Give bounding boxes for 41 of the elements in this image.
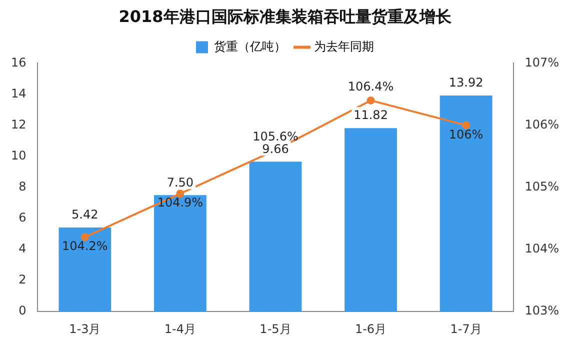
y2-tick-label: 106% <box>524 117 560 132</box>
y-tick-label: 2 <box>18 272 26 287</box>
y-tick-label: 8 <box>18 180 26 194</box>
point <box>366 96 375 104</box>
data-label: 9.66 <box>262 142 289 156</box>
data-label: 7.50 <box>166 175 194 190</box>
x-tick-label: 1-6月 <box>354 322 387 336</box>
point <box>80 233 89 242</box>
x-tick-label: 1-7月 <box>450 322 482 336</box>
y-tick-label: 16 <box>10 55 26 70</box>
data-label: 13.92 <box>448 76 484 90</box>
y2-tick-label: 104% <box>524 242 560 256</box>
y-tick-label: 10 <box>10 148 26 162</box>
data-label: 5.42 <box>72 208 98 222</box>
point <box>462 121 470 130</box>
y-tick-label: 12 <box>10 117 26 132</box>
point <box>176 190 184 198</box>
data-label: 11.82 <box>354 108 388 122</box>
bar <box>440 95 492 312</box>
bar <box>249 162 302 312</box>
data-label: 106% <box>448 127 484 142</box>
data-label: 104.2% <box>62 239 108 254</box>
y2-tick-label: 107% <box>524 55 560 70</box>
chart-title: 2018年港口国际标准集装箱吞吐量货重及增长 <box>118 6 452 26</box>
y-tick-label: 14 <box>10 86 26 100</box>
x-tick-label: 1-4月 <box>164 322 196 336</box>
x-tick-label: 1-3月 <box>69 322 101 336</box>
legend-label: 货重（亿吨） <box>214 39 286 54</box>
bar <box>58 227 112 312</box>
x-tick-label: 1-5月 <box>260 322 292 336</box>
y2-tick-label: 105% <box>524 180 560 194</box>
bar <box>344 128 397 312</box>
y-tick-label: 4 <box>18 242 26 256</box>
y2-tick-label: 103% <box>524 304 560 318</box>
bar <box>154 195 206 312</box>
data-label: 105.6% <box>252 129 298 144</box>
y-tick-label: 6 <box>18 210 26 225</box>
data-label: 106.4% <box>348 80 394 94</box>
legend-label: 为去年同期 <box>314 39 374 54</box>
data-label: 104.9% <box>157 196 204 210</box>
y-tick-label: 0 <box>18 304 26 318</box>
